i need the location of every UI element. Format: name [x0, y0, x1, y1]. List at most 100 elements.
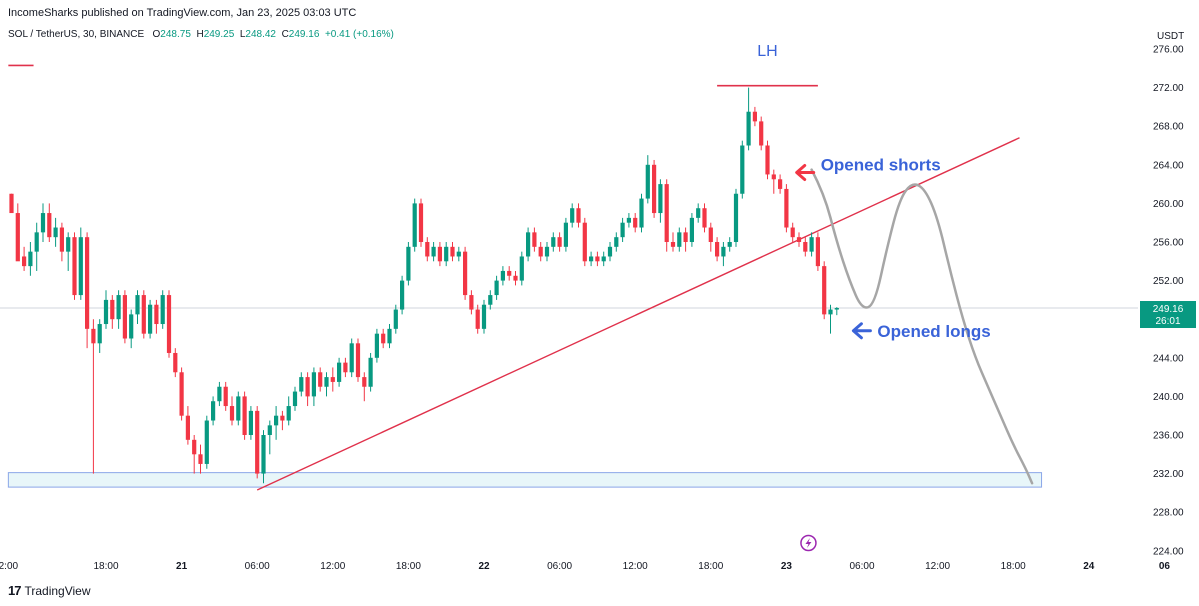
candle-body: [393, 309, 398, 329]
candle: [803, 237, 808, 257]
candle-body: [318, 372, 323, 387]
candle-body: [148, 304, 153, 334]
candle-body: [72, 237, 77, 296]
candle-body: [652, 164, 657, 214]
candle-body: [330, 377, 335, 382]
change-value: +0.41 (+0.16%): [324, 29, 394, 40]
candle: [66, 232, 71, 271]
x-tick-label: 12:00: [925, 561, 950, 572]
candle: [526, 227, 531, 262]
candle-body: [437, 246, 442, 262]
last-price-countdown: 26:01: [1155, 316, 1180, 327]
candle: [444, 242, 449, 267]
candle-body: [91, 328, 96, 344]
candle: [683, 227, 688, 252]
low-label: L: [239, 29, 246, 40]
candle-body: [179, 372, 184, 416]
candle-body: [721, 246, 726, 257]
x-tick-label: 06:00: [547, 561, 572, 572]
candle: [267, 420, 272, 455]
candle: [255, 406, 260, 479]
candle: [343, 357, 348, 378]
candle: [330, 367, 335, 392]
candle: [796, 232, 802, 247]
last-price-tag: [1140, 301, 1196, 329]
candle: [563, 217, 568, 252]
candle: [740, 140, 745, 199]
candle-body: [822, 266, 827, 315]
candle: [822, 261, 827, 320]
candle: [696, 203, 701, 223]
candle-body: [248, 410, 253, 435]
candle: [53, 217, 58, 247]
candle: [715, 237, 720, 262]
candle-body: [803, 242, 808, 252]
candle: [456, 246, 461, 262]
candle-body: [595, 256, 600, 262]
candle-body: [834, 308, 839, 310]
candle: [85, 232, 90, 349]
trendline: [256, 137, 1020, 491]
currency-label: USDT: [1157, 31, 1184, 42]
candle: [538, 242, 543, 262]
candle-body: [696, 208, 701, 218]
candle-body: [349, 343, 354, 373]
candle: [78, 227, 83, 300]
candle: [116, 290, 121, 329]
candle: [759, 116, 764, 151]
candle-body: [702, 208, 707, 228]
high-value: 249.25: [203, 29, 235, 40]
candle: [752, 106, 757, 127]
y-tick-label: 272.00: [1153, 83, 1184, 94]
support-zone: [7, 472, 1043, 488]
candle: [589, 251, 594, 267]
annotations-layer: LH Opened shorts Opened longs: [757, 43, 1034, 552]
candle: [544, 242, 550, 262]
candle-body: [400, 280, 405, 310]
candle: [211, 396, 216, 426]
candle-body: [639, 198, 644, 228]
candle-body: [97, 324, 102, 344]
candle: [481, 299, 487, 334]
candle-body: [324, 377, 329, 387]
candle-body: [828, 309, 833, 315]
candle-body: [677, 232, 682, 247]
candle-body: [456, 251, 461, 257]
candle: [620, 217, 625, 242]
y-tick-label: 228.00: [1153, 508, 1184, 519]
candle-body: [444, 246, 449, 262]
candle: [463, 246, 468, 300]
symbol-legend: SOL / TetherUS, 30, BINANCE O248.75 H249…: [8, 29, 394, 40]
candle: [28, 242, 33, 276]
candle: [192, 435, 197, 474]
candle-body: [292, 391, 298, 407]
x-tick-label: 12:00: [320, 561, 345, 572]
candle: [765, 140, 770, 180]
candle-body: [343, 362, 348, 373]
candle: [601, 251, 606, 267]
candle: [418, 198, 424, 247]
candle-body: [733, 193, 739, 242]
candle-body: [601, 256, 606, 262]
tradingview-logo[interactable]: 17 TradingView: [8, 583, 91, 598]
candle-body: [286, 406, 291, 421]
shorts-label: Opened shorts: [821, 156, 941, 175]
candle: [406, 242, 411, 286]
candle: [469, 290, 474, 315]
candle: [135, 290, 140, 325]
last-price-value: 249.16: [1153, 304, 1184, 315]
candle: [154, 299, 159, 334]
candle: [337, 357, 342, 387]
candle-body: [796, 237, 802, 242]
candle-body: [173, 352, 178, 373]
candle: [664, 179, 669, 252]
candle: [639, 193, 644, 233]
candle: [809, 232, 814, 257]
candle: [173, 348, 178, 378]
candle: [658, 179, 663, 223]
candle: [746, 87, 751, 151]
candle: [305, 372, 310, 407]
candle-body: [500, 270, 505, 281]
candle-body: [66, 237, 71, 252]
